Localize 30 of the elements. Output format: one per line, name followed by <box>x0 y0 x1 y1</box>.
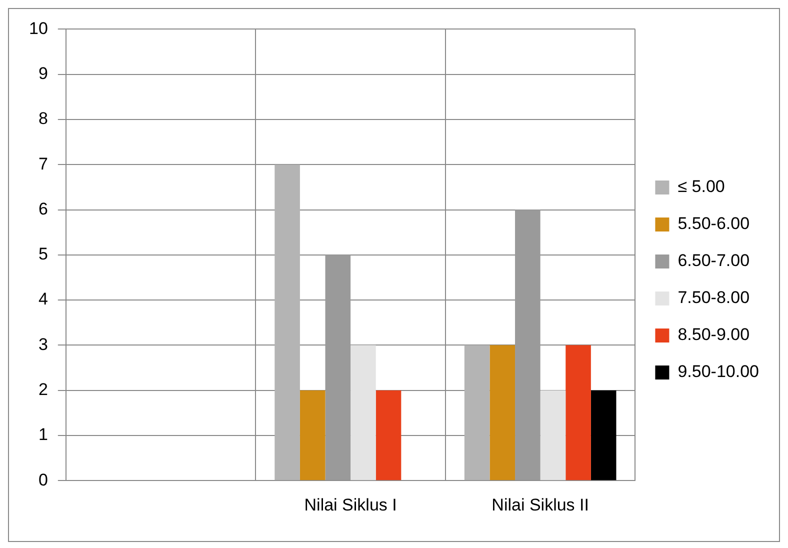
y-tick-label: 2 <box>38 380 48 400</box>
y-tick-label: 7 <box>38 154 48 174</box>
legend-label: 6.50-7.00 <box>678 251 750 270</box>
x-tick-label: Nilai Siklus I <box>304 495 397 514</box>
legend-label: ≤ 5.00 <box>678 177 725 196</box>
y-tick-label: 8 <box>38 109 48 128</box>
y-tick-label: 3 <box>38 334 48 354</box>
bar <box>376 390 402 480</box>
legend-label: 5.50-6.00 <box>678 214 750 234</box>
y-tick-label: 1 <box>38 425 48 444</box>
y-tick-label: 4 <box>38 290 48 309</box>
bar <box>325 254 351 480</box>
y-tick-label: 9 <box>38 64 48 84</box>
y-tick-label: 5 <box>38 244 48 264</box>
y-tick-label: 6 <box>38 199 48 218</box>
legend-label: 8.50-9.00 <box>678 325 750 344</box>
y-tick-label: 0 <box>38 470 48 490</box>
bar <box>300 390 326 480</box>
bar <box>350 345 376 480</box>
bar <box>490 345 516 480</box>
legend-label: 7.50-8.00 <box>678 288 750 308</box>
bar <box>590 390 616 480</box>
bar <box>540 390 566 480</box>
legend-label: 9.50-10.00 <box>678 362 760 382</box>
bar <box>274 164 300 480</box>
y-tick-label: 10 <box>28 18 48 38</box>
bar <box>464 345 490 480</box>
x-tick-label: Nilai Siklus II <box>492 495 589 514</box>
bar <box>515 210 540 480</box>
bar <box>566 345 591 480</box>
